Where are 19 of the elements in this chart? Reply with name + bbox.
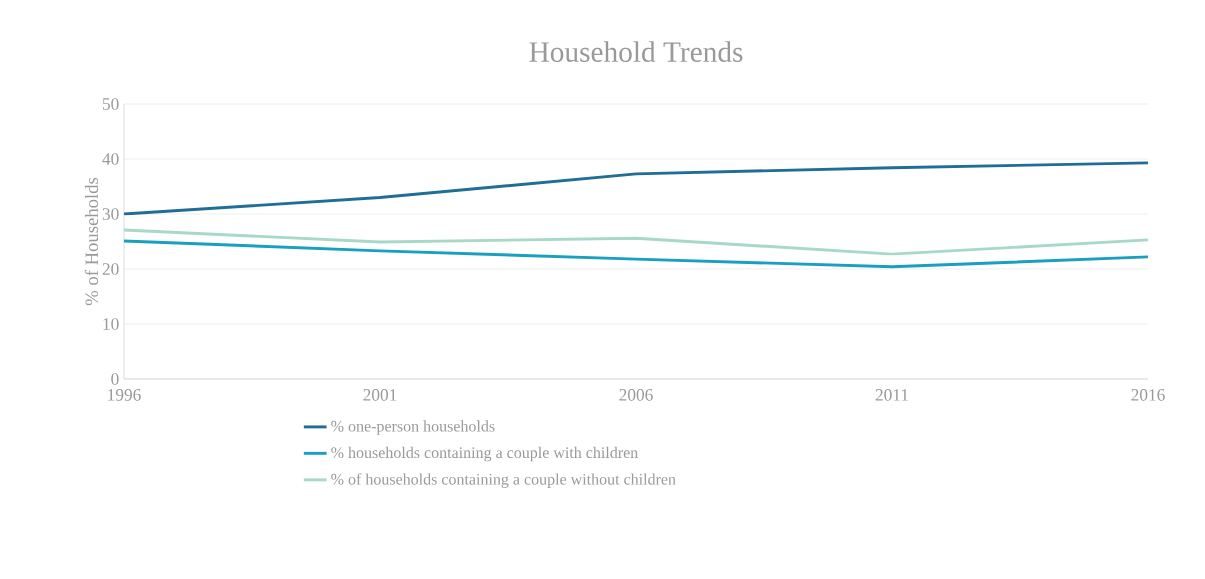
x-tick-label: 2016 <box>1131 389 1165 401</box>
line-series <box>124 228 1149 256</box>
x-tick-label: 2001 <box>363 389 397 401</box>
x-tick-label: 1996 <box>108 389 141 401</box>
y-axis-title: % of Households <box>84 177 99 306</box>
legend-label: % households containing a couple with children <box>331 446 638 462</box>
y-tick-label: 20 <box>102 263 119 275</box>
chart-title: Household Trends <box>529 41 743 62</box>
y-tick-label: 10 <box>103 318 119 330</box>
legend-label: % of households containing a couple without children <box>331 473 676 488</box>
y-tick-label: 30 <box>102 208 119 220</box>
legend-label: % one-person households <box>331 420 495 435</box>
y-tick-label: 0 <box>111 373 119 385</box>
y-tick-label: 40 <box>102 153 119 165</box>
line-series <box>124 239 1149 269</box>
x-tick-label: 2011 <box>875 389 908 401</box>
x-tick-label: 2006 <box>619 389 653 401</box>
line-series <box>124 161 1149 216</box>
y-tick-label: 50 <box>102 98 119 110</box>
